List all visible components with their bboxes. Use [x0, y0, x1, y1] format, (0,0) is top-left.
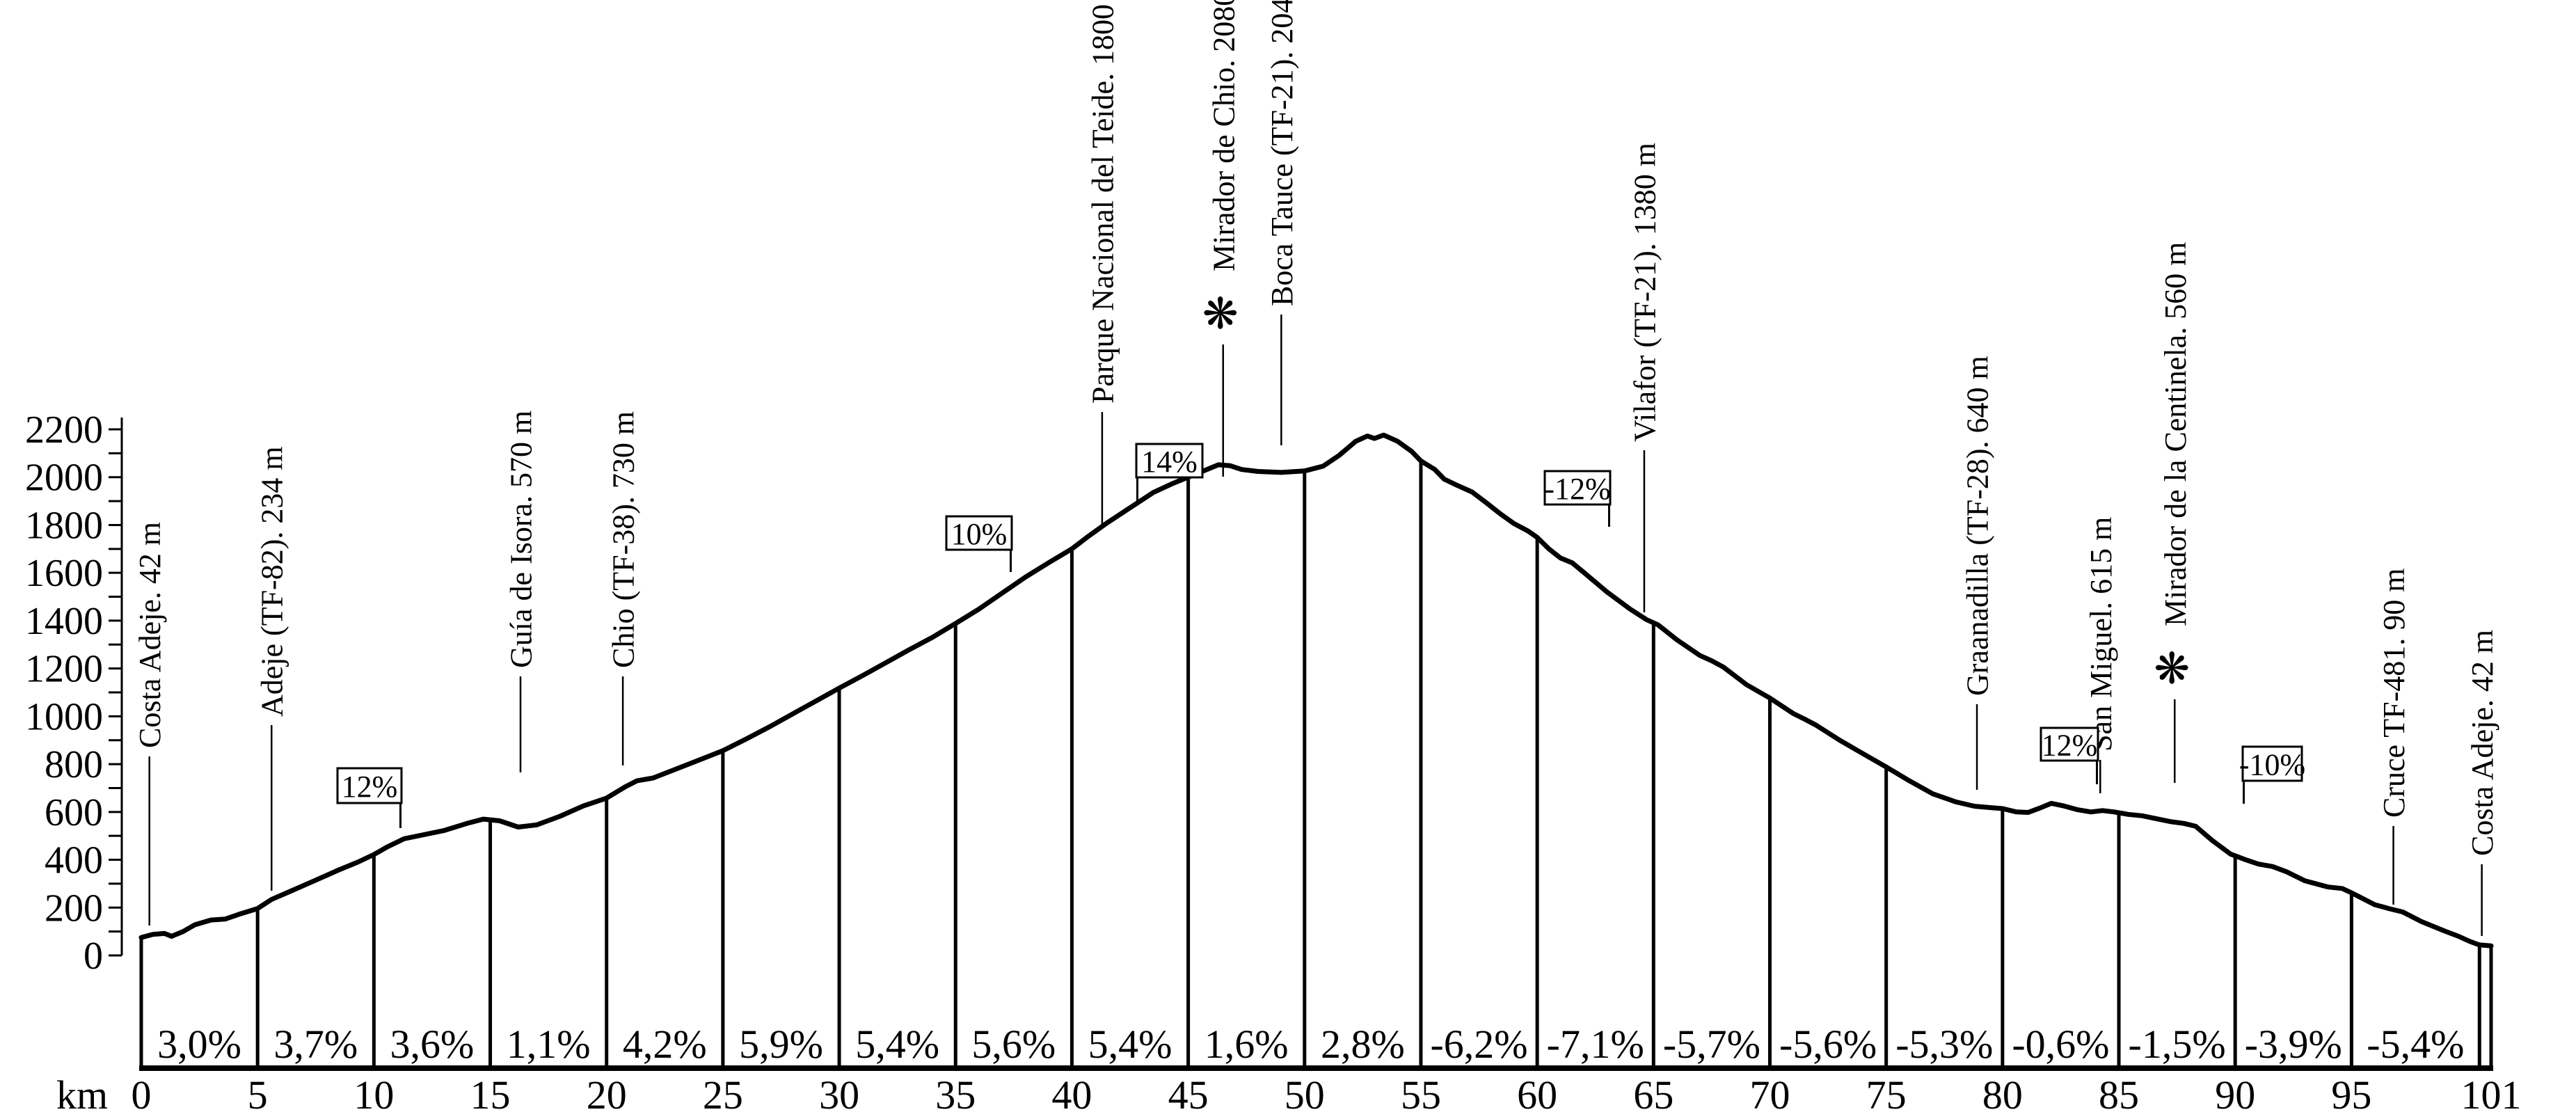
y-axis-tick-label: 800: [45, 743, 103, 786]
x-axis-tick-label: 75: [1866, 1072, 1907, 1112]
waypoint-label: Graanadilla (TF-28). 640 m: [1961, 356, 1995, 696]
y-axis-tick-label: 1400: [25, 600, 103, 643]
x-axis-tick-label: 5: [248, 1072, 268, 1112]
waypoint-label: Mirador de Chio. 2080 m: [1207, 0, 1241, 271]
pitch-callout-box: [2241, 745, 2303, 782]
pitch-callout-label: 12%: [342, 770, 398, 804]
waypoint-label: Guía de Isora. 570 m: [504, 411, 539, 668]
grade-label: -5,4%: [2367, 1022, 2464, 1067]
grade-label: -5,7%: [1663, 1022, 1760, 1067]
grade-label: 3,7%: [273, 1022, 358, 1067]
y-axis-tick-label: 1800: [25, 504, 103, 547]
y-axis-tick-label: 1200: [25, 648, 103, 691]
grade-label: 5,4%: [855, 1022, 939, 1067]
y-axis-tick-label: 0: [84, 935, 103, 978]
grade-label: -5,3%: [1895, 1022, 1993, 1067]
x-axis-tick-label: 35: [935, 1072, 976, 1112]
waypoint-label: Adeje (TF-82). 234 m: [255, 446, 289, 717]
x-axis-tick-label: 50: [1285, 1072, 1325, 1112]
waypoint-label: Chio (TF-38). 730 m: [607, 411, 641, 668]
y-axis-tick-label: 600: [45, 791, 103, 834]
waypoint-label: Costa Adeje. 42 m: [133, 522, 167, 748]
pitch-callout-label: 12%: [2042, 729, 2098, 763]
pitch-callout-box: [1135, 443, 1204, 479]
grade-label: 3,6%: [390, 1022, 475, 1067]
x-axis-tick-label: 85: [2099, 1072, 2139, 1112]
x-axis-tick-label: 90: [2215, 1072, 2255, 1112]
waypoint-label: Boca Tauce (TF-21). 2040 m: [1265, 0, 1299, 306]
grade-label: 1,1%: [507, 1022, 591, 1067]
pitch-callout-label: 10%: [951, 517, 1008, 551]
x-axis-tick-label: 0: [132, 1072, 152, 1112]
x-axis-tick-label: 10: [353, 1072, 394, 1112]
grade-label: 3,0%: [157, 1022, 241, 1067]
x-axis-tick-label: 60: [1517, 1072, 1557, 1112]
waypoint-label: Cruce TF-481. 90 m: [2377, 569, 2411, 818]
profile-line: [138, 432, 2494, 948]
grade-label: 2,8%: [1321, 1022, 1405, 1067]
viewpoint-flower-icon: ❋: [2154, 646, 2190, 693]
x-axis-tick-label: 55: [1401, 1072, 1441, 1112]
waypoint-label: Mirador de la Centinela. 560 m: [2158, 242, 2193, 626]
x-axis-tick-label: 25: [703, 1072, 743, 1112]
x-axis-tick-label: 70: [1749, 1072, 1790, 1112]
pitch-callout-box: [336, 767, 403, 804]
x-axis-tick-label: 80: [1982, 1072, 2023, 1112]
x-axis-tick-label: 15: [470, 1072, 511, 1112]
grade-label: 5,6%: [971, 1022, 1056, 1067]
x-axis-tick-label: 30: [819, 1072, 859, 1112]
y-axis-tick-label: 200: [45, 887, 103, 930]
pitch-callout-label: -12%: [1544, 472, 1610, 506]
grade-label: 4,2%: [623, 1022, 707, 1067]
pitch-callout-label: 14%: [1141, 445, 1198, 479]
pitch-callout-box: [1543, 470, 1612, 506]
grade-label: -1,5%: [2129, 1022, 2226, 1067]
x-axis-tick-label: 65: [1633, 1072, 1673, 1112]
waypoint-label: Costa Adeje. 42 m: [2465, 630, 2499, 856]
waypoint-label: San Miguel. 615 m: [2084, 517, 2118, 752]
grade-label: -3,9%: [2245, 1022, 2342, 1067]
y-axis-tick-label: 2000: [25, 456, 103, 500]
grade-label: 5,9%: [739, 1022, 823, 1067]
x-axis-tick-label: 101: [2461, 1072, 2522, 1112]
waypoint-label: Parque Nacional del Teide. 1800 m: [1086, 0, 1120, 404]
y-axis-tick-label: 1000: [25, 695, 103, 738]
y-axis-tick-label: 1600: [25, 552, 103, 595]
grade-label: -5,6%: [1779, 1022, 1877, 1067]
x-axis-tick-label: 95: [2331, 1072, 2371, 1112]
grade-label: 1,6%: [1204, 1022, 1289, 1067]
pitch-callout-label: -10%: [2239, 748, 2305, 782]
y-axis-tick-label: 2200: [25, 408, 103, 452]
x-axis-tick-label: 40: [1051, 1072, 1092, 1112]
pitch-callout-box: [2040, 726, 2099, 762]
grade-label: 5,4%: [1088, 1022, 1172, 1067]
x-axis-unit-label: km: [56, 1072, 108, 1112]
y-axis-tick-label: 400: [45, 839, 103, 882]
x-axis-tick-label: 20: [587, 1072, 627, 1112]
grade-label: -7,1%: [1547, 1022, 1644, 1067]
pitch-callout-box: [945, 515, 1013, 551]
waypoint-label: Vilafor (TF-21). 1380 m: [1628, 143, 1662, 442]
x-axis-tick-label: 45: [1168, 1072, 1209, 1112]
grade-label: -6,2%: [1430, 1022, 1527, 1067]
grade-label: -0,6%: [2012, 1022, 2109, 1067]
viewpoint-flower-icon: ❋: [1202, 291, 1239, 338]
